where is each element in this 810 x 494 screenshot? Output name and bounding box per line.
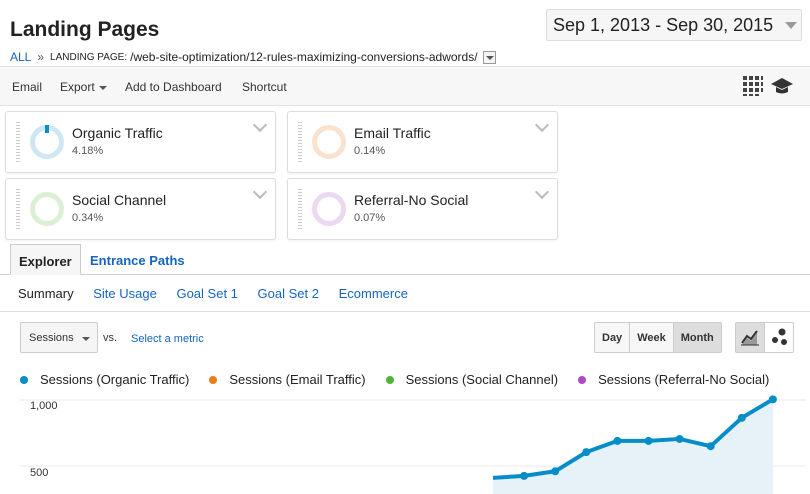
landing-page-path: /web-site-optimization/12-rules-maximizi… [130,50,478,64]
subtab-goal-set-2[interactable]: Goal Set 2 [257,286,319,301]
data-point[interactable] [644,436,653,445]
legend-dot-icon [385,375,394,384]
sessions-chart: 1,000 500 [20,395,806,494]
segment-card-referral[interactable]: Referral-No Social 0.07% [287,178,558,240]
period-week-button[interactable]: Week [630,323,674,352]
data-point[interactable] [675,434,684,443]
legend-item-organic[interactable]: Sessions (Organic Traffic) [20,372,189,387]
series-area-organic [493,399,773,494]
period-month-button[interactable]: Month [673,323,721,352]
data-point[interactable] [520,471,529,480]
legend-label: Sessions (Email Traffic) [229,372,366,387]
explorer-subtabs: Summary Site Usage Goal Set 1 Goal Set 2… [18,286,424,301]
y-tick-label: 500 [30,467,48,479]
breadcrumb-all-link[interactable]: ALL [10,50,32,64]
legend-item-referral[interactable]: Sessions (Referral-No Social) [578,372,769,387]
chevron-down-icon[interactable] [252,117,268,133]
metric-select-value: Sessions [29,332,74,344]
subtab-ecommerce[interactable]: Ecommerce [338,286,408,301]
data-point[interactable] [768,395,777,404]
motion-chart-icon[interactable] [765,323,794,352]
segment-percent: 0.34% [72,212,104,224]
pie-ring-icon [312,192,346,226]
chevron-down-icon [98,85,107,90]
legend-label: Sessions (Organic Traffic) [40,372,190,387]
pie-ring-icon [30,125,64,159]
subtab-site-usage[interactable]: Site Usage [93,286,157,301]
segment-name: Email Traffic [354,125,431,141]
chevron-down-icon [82,337,90,341]
segment-card-social[interactable]: Social Channel 0.34% [5,178,276,240]
subtab-goal-set-1[interactable]: Goal Set 1 [176,286,238,301]
add-to-dashboard-button[interactable]: Add to Dashboard [125,80,222,94]
pie-ring-icon [30,192,64,226]
legend-item-social[interactable]: Sessions (Social Channel) [385,372,559,387]
segment-name: Social Channel [72,192,167,208]
drag-handle-icon[interactable] [298,122,302,164]
date-range-text: Sep 1, 2013 - Sep 30, 2015 [553,14,774,35]
vs-label: vs. [103,332,118,344]
legend-item-email[interactable]: Sessions (Email Traffic) [209,372,366,387]
drag-handle-icon[interactable] [16,122,20,164]
line-chart-icon[interactable] [736,323,765,352]
segment-name: Referral-No Social [354,192,469,208]
period-day-button[interactable]: Day [595,323,631,352]
segment-percent: 0.14% [354,145,386,157]
page-title: Landing Pages [10,18,160,41]
breadcrumb-dropdown-button[interactable] [482,50,496,64]
drag-handle-icon[interactable] [16,189,20,231]
divider [0,311,810,312]
chevron-down-icon[interactable] [534,117,550,133]
period-toggle: Day Week Month [594,322,722,353]
tab-entrance-paths[interactable]: Entrance Paths [90,253,185,268]
legend-label: Sessions (Referral-No Social) [598,372,770,387]
chevron-down-icon [785,22,797,29]
subtab-summary[interactable]: Summary [18,286,74,301]
legend-dot-icon [209,375,218,384]
segment-percent: 4.18% [72,145,104,157]
legend-dot-icon [578,375,587,384]
chart-legend: Sessions (Organic Traffic) Sessions (Ema… [20,372,789,387]
graduation-cap-icon[interactable] [770,77,794,95]
shortcut-button[interactable]: Shortcut [242,80,287,94]
date-range-picker[interactable]: Sep 1, 2013 - Sep 30, 2015 [546,9,802,41]
data-point[interactable] [737,413,746,422]
data-point[interactable] [613,436,622,445]
segment-percent: 0.07% [354,212,386,224]
segment-name: Organic Traffic [72,125,163,141]
breadcrumb: ALL » LANDING PAGE: /web-site-optimizati… [10,50,496,64]
tab-explorer[interactable]: Explorer [10,244,81,275]
select-metric-link[interactable]: Select a metric [131,333,204,345]
data-point[interactable] [551,467,560,476]
y-tick-label: 1,000 [30,400,58,412]
data-point[interactable] [706,442,715,451]
drag-handle-icon[interactable] [298,189,302,231]
email-button[interactable]: Email [12,80,43,94]
report-toolbar: Email Export Add to Dashboard Shortcut [0,66,810,106]
export-label: Export [60,80,95,94]
data-point[interactable] [582,448,591,457]
table-view-icon[interactable] [743,76,763,96]
landing-page-label: LANDING PAGE: [50,51,128,63]
chevron-down-icon[interactable] [534,184,550,200]
chevron-down-icon[interactable] [252,184,268,200]
series-line-organic [492,397,774,480]
pie-ring-icon [312,125,346,159]
report-tabs: Explorer Entrance Paths [0,244,810,275]
segment-card-email[interactable]: Email Traffic 0.14% [287,111,558,173]
legend-label: Sessions (Social Channel) [405,372,559,387]
segment-card-organic[interactable]: Organic Traffic 4.18% [5,111,276,173]
chart-type-toggle [735,322,794,353]
legend-dot-icon [20,375,28,384]
export-button[interactable]: Export [60,80,107,94]
metric-select[interactable]: Sessions [20,322,98,353]
breadcrumb-separator: » [37,50,45,64]
